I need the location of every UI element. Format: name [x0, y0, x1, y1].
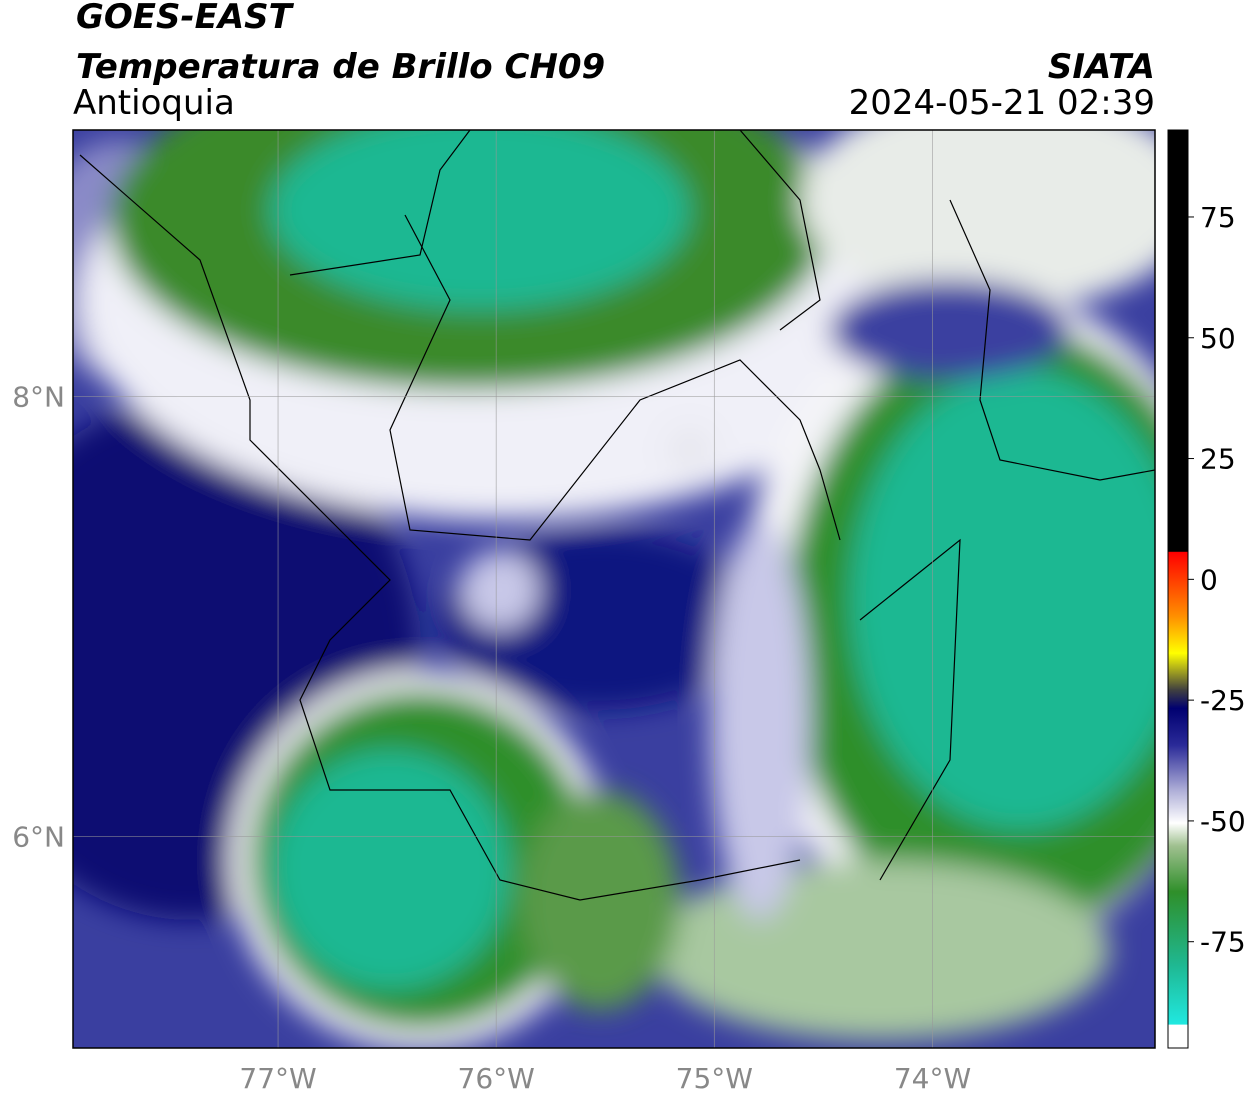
colorbar-tick-label: -25	[1200, 684, 1246, 717]
datetime: 2024-05-21 02:39	[849, 83, 1155, 123]
colorbar-tick-label: -50	[1200, 805, 1246, 838]
map-frame	[72, 129, 1156, 1049]
source: SIATA	[1048, 47, 1155, 87]
colorbar-tick-label: 75	[1200, 201, 1236, 234]
x-tick-label: 75°W	[676, 1062, 753, 1095]
borders	[79, 130, 1155, 901]
y-tick-label: 6°N	[12, 821, 65, 854]
x-tick-label: 77°W	[239, 1062, 316, 1095]
colorbar-tick-label: -75	[1200, 926, 1246, 959]
y-tick-label: 8°N	[12, 380, 65, 413]
colorbar-tick-label: 50	[1200, 322, 1236, 355]
imagery	[73, 130, 1155, 1048]
region: Antioquia	[73, 83, 235, 123]
colorbar	[1167, 129, 1189, 1049]
colorbar-tick-label: 25	[1200, 443, 1236, 476]
x-tick-label: 74°W	[894, 1062, 971, 1095]
cloud-field	[73, 130, 1155, 1048]
colorbar-tick-label: 0	[1200, 563, 1218, 596]
x-tick-label: 76°W	[458, 1062, 535, 1095]
subtitle: Temperatura de Brillo CH09	[76, 47, 605, 87]
title: GOES-EAST	[76, 0, 295, 37]
graticule	[73, 130, 1155, 1048]
